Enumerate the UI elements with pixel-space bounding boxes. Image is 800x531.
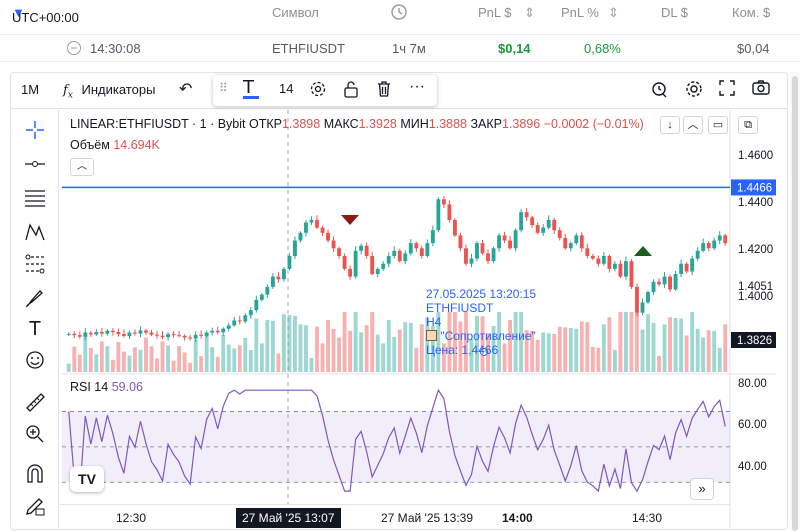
collapse-legend-button[interactable]: ︿ bbox=[70, 158, 94, 176]
high-value: 1.3928 bbox=[358, 117, 397, 131]
clock-icon bbox=[390, 3, 408, 24]
text-tool-icon[interactable]: T bbox=[243, 77, 259, 99]
prediction-icon[interactable] bbox=[23, 252, 47, 276]
time-label: 12:30 bbox=[116, 511, 147, 525]
more-icon[interactable]: ··· bbox=[409, 78, 425, 95]
drawing-floating-toolbar: ⠿ T 14 ··· bbox=[213, 75, 437, 106]
brush-icon[interactable] bbox=[23, 286, 47, 310]
annotation-price: Цена: 1,4466 bbox=[426, 343, 499, 357]
position-commission: $0,04 bbox=[737, 41, 770, 56]
chart-frame bbox=[10, 72, 788, 530]
settings-icon[interactable] bbox=[309, 80, 327, 101]
open-label: ОТКР bbox=[248, 117, 282, 131]
sort-icon: ⇕ bbox=[524, 5, 535, 20]
position-duration: 1ч 7м bbox=[392, 41, 426, 56]
crosshair-time-label: 27 Май '25 13:07 bbox=[236, 508, 341, 528]
time-label: 14:30 bbox=[632, 511, 663, 525]
rsi-label: RSI 14 bbox=[70, 380, 109, 394]
annotation-datetime: 27.05.2025 13:20:15 bbox=[426, 287, 537, 301]
open-value: 1.3898 bbox=[281, 117, 321, 131]
alert-annotation[interactable]: 27.05.2025 13:20:15 ETHFIUSDT H4 "Сопрот… bbox=[426, 287, 536, 357]
timezone-select[interactable]: UTC+00:00 ▼ bbox=[12, 5, 79, 25]
zoom-icon[interactable] bbox=[23, 422, 47, 446]
volume-value: 14.694K bbox=[113, 138, 160, 152]
symbol-legend: LINEAR:ETHFIUSDT · 1 · Bybit ОТКР1.3898 … bbox=[70, 117, 644, 131]
move-down-button[interactable]: ↓ bbox=[660, 116, 680, 134]
line-tool-icon bbox=[426, 330, 437, 341]
collapse-pane-button[interactable]: ︿ bbox=[683, 116, 703, 134]
position-time: 14:30:08 bbox=[90, 41, 141, 56]
chevron-down-icon: ▼ bbox=[12, 5, 25, 20]
text-icon[interactable]: T bbox=[28, 318, 42, 340]
trash-icon[interactable] bbox=[376, 80, 392, 101]
camera-icon[interactable] bbox=[751, 79, 771, 100]
pnl-usd-header: PnL $ bbox=[478, 5, 512, 20]
magnet-icon[interactable] bbox=[23, 462, 47, 486]
scroll-to-realtime-button[interactable]: » bbox=[690, 478, 714, 500]
drag-handle-icon[interactable]: ⠿ bbox=[219, 81, 228, 95]
volume-label: Объём bbox=[70, 138, 110, 152]
crosshair-icon[interactable] bbox=[23, 118, 47, 142]
ruler-icon[interactable] bbox=[23, 390, 47, 414]
position-row[interactable]: 14:30:08 ETHFIUSDT 1ч 7м $0,14 0,68% $0,… bbox=[0, 34, 800, 62]
position-pnl-pct: 0,68% bbox=[584, 41, 621, 56]
page-scrollbar[interactable] bbox=[790, 72, 800, 531]
low-value: 1.3888 bbox=[428, 117, 467, 131]
time-label: 14:00 bbox=[502, 511, 533, 525]
volume-legend: Объём 14.694K bbox=[70, 138, 160, 152]
rsi-value: 59.06 bbox=[111, 380, 143, 394]
position-symbol: ETHFIUSDT bbox=[272, 41, 345, 56]
interval-button[interactable]: 1M bbox=[21, 82, 40, 97]
rsi-legend: RSI 14 59.06 bbox=[70, 380, 143, 394]
annotation-symbol: ETHFIUSDT bbox=[426, 301, 494, 315]
annotation-name: "Сопротивление" bbox=[440, 329, 536, 343]
close-label: ЗАКР bbox=[470, 117, 502, 131]
maximize-pane-button[interactable]: ▭ bbox=[708, 116, 728, 134]
alert-icon[interactable] bbox=[650, 79, 670, 102]
tradingview-logo[interactable]: TV bbox=[70, 466, 104, 492]
drawing-toolbar: T bbox=[11, 110, 59, 528]
horizontal-ray-icon[interactable] bbox=[23, 152, 47, 176]
restore-pane-button[interactable]: ⧉ bbox=[738, 116, 758, 134]
time-label: 27 Май '25 bbox=[381, 511, 441, 525]
pnl-pct-header: PnL % bbox=[561, 5, 599, 20]
undo-icon[interactable]: ↶ bbox=[179, 81, 193, 98]
settings-icon[interactable] bbox=[684, 79, 704, 102]
dl-header: DL $ bbox=[661, 5, 688, 20]
lock-icon[interactable] bbox=[343, 80, 359, 101]
function-icon: fx bbox=[63, 83, 73, 101]
positions-header: UTC+00:00 ▼ Символ PnL $ ⇕ PnL % ⇕ DL $ … bbox=[0, 0, 800, 26]
commission-header: Ком. $ bbox=[732, 5, 771, 20]
symbol-header: Символ bbox=[272, 5, 319, 20]
change-value: −0.0002 (−0.01%) bbox=[543, 117, 644, 131]
lock-drawings-icon[interactable] bbox=[23, 494, 47, 518]
low-label: МИН bbox=[400, 117, 429, 131]
fullscreen-icon[interactable] bbox=[718, 79, 736, 100]
time-label: 13:39 bbox=[443, 511, 474, 525]
chart-toolbar: 1M fx Индикаторы ↶ bbox=[11, 73, 787, 109]
emoji-icon[interactable] bbox=[23, 348, 47, 372]
font-size-select[interactable]: 14 bbox=[279, 81, 294, 96]
sort-icon: ⇕ bbox=[608, 5, 619, 20]
close-position-icon[interactable] bbox=[66, 40, 82, 59]
position-pnl-usd: $0,14 bbox=[498, 41, 531, 56]
indicators-button[interactable]: fx Индикаторы bbox=[63, 82, 156, 101]
close-value: 1.3896 bbox=[502, 117, 541, 131]
high-label: МАКС bbox=[323, 117, 359, 131]
annotation-timeframe: H4 bbox=[426, 315, 442, 329]
legend-symbol: LINEAR:ETHFIUSDT · 1 · Bybit bbox=[70, 117, 246, 131]
time-axis[interactable]: 12:30 27 Май '25 13:07 27 Май '25 13:39 … bbox=[60, 504, 730, 528]
pattern-icon[interactable] bbox=[23, 220, 47, 244]
fib-retracement-icon[interactable] bbox=[23, 186, 47, 210]
